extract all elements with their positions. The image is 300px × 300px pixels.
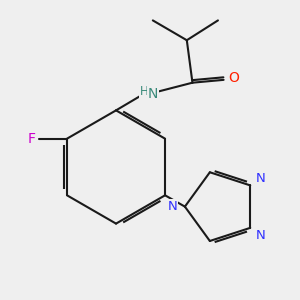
Text: F: F (28, 132, 36, 146)
Text: N: N (255, 229, 265, 242)
Text: N: N (255, 172, 265, 184)
Text: N: N (167, 200, 177, 213)
Text: N: N (148, 87, 158, 101)
Text: O: O (228, 70, 239, 85)
Text: H: H (140, 85, 149, 98)
